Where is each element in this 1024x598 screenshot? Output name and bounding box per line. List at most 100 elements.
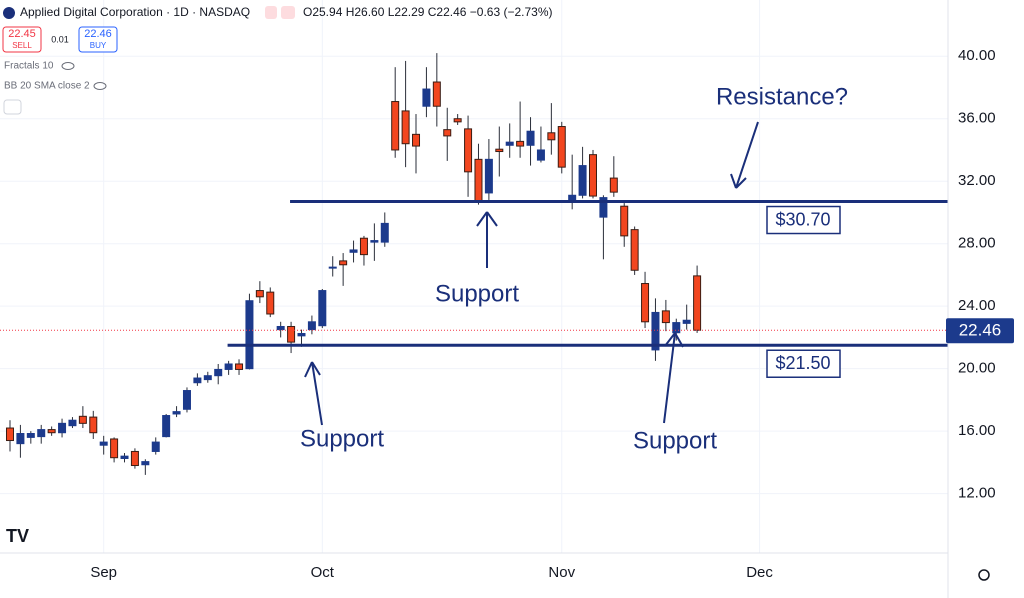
candle-body	[99, 441, 108, 446]
candle-body	[193, 377, 202, 384]
annotation: Support	[633, 427, 717, 454]
candle-body	[505, 141, 514, 146]
eye-icon[interactable]	[93, 82, 107, 90]
candle-body	[672, 322, 681, 334]
candle-body	[37, 429, 46, 438]
candle-body	[318, 290, 327, 327]
grid	[0, 0, 948, 553]
candle-body	[484, 158, 493, 194]
arrow	[730, 121, 759, 189]
candle-body	[276, 325, 285, 331]
candle-body	[255, 290, 264, 298]
x-tick-label: Dec	[746, 564, 773, 581]
sell-price[interactable]: 22.45	[8, 28, 36, 40]
candle-body	[391, 101, 400, 151]
sell-label[interactable]: SELL	[12, 41, 32, 50]
candle-body	[516, 140, 525, 147]
candle-body	[641, 283, 650, 323]
candle-body	[245, 300, 254, 370]
indicator: Fractals 10	[4, 61, 54, 72]
eye-icon[interactable]	[61, 62, 75, 70]
level-label: $30.70	[775, 209, 830, 229]
candle-body	[141, 461, 150, 466]
last-price-label: 22.46	[959, 321, 1002, 340]
candle-body	[453, 118, 462, 123]
buy-label[interactable]: BUY	[90, 41, 107, 50]
candle-body	[26, 432, 35, 438]
candle-body	[682, 319, 691, 324]
settings-icon[interactable]	[978, 569, 990, 581]
candle-body	[297, 333, 306, 337]
candle-body	[432, 81, 441, 107]
annotation: Resistance?	[716, 83, 848, 110]
logo: TV	[6, 526, 29, 546]
candle-body	[651, 311, 660, 351]
x-tick-label: Nov	[548, 564, 575, 581]
candle-body	[203, 375, 212, 381]
candle-body	[359, 237, 368, 256]
candles	[5, 53, 702, 475]
candle-body	[412, 133, 421, 147]
y-tick-label: 16.00	[958, 422, 996, 439]
arrow	[304, 361, 323, 426]
x-tick-label: Oct	[311, 564, 335, 581]
candle-body	[609, 177, 618, 193]
buy-price[interactable]: 22.46	[84, 28, 112, 40]
candle-body	[151, 441, 160, 452]
level-label-box	[766, 349, 841, 378]
level-label: $21.50	[775, 353, 830, 373]
candle-body	[474, 158, 483, 203]
candle-body	[599, 197, 608, 218]
arrows	[304, 121, 759, 426]
levels: $30.70 $21.50	[0, 200, 948, 378]
level-label-box	[766, 205, 841, 235]
symbol-logo	[3, 7, 15, 19]
y-tick-label: 40.00	[958, 47, 996, 64]
candle-body	[443, 129, 452, 137]
candle-body	[162, 415, 171, 438]
candle-body	[557, 126, 566, 168]
candle-body	[547, 132, 556, 141]
annotation: Support	[300, 425, 384, 452]
candle-body	[495, 148, 504, 153]
candle-body	[620, 205, 629, 237]
candle-body	[693, 275, 702, 331]
candle-body	[89, 416, 98, 434]
candle-body	[224, 363, 233, 370]
badge	[265, 6, 277, 19]
buy-button[interactable]	[78, 26, 118, 53]
candle-body	[339, 260, 348, 266]
badge	[281, 6, 295, 19]
y-tick-label: 20.00	[958, 360, 996, 377]
sell-button[interactable]	[2, 26, 42, 53]
candle-body	[172, 411, 181, 415]
symbol-title: Applied Digital Corporation · 1D · NASDA…	[20, 5, 250, 19]
collapse-button[interactable]	[3, 99, 22, 115]
candle-body	[307, 321, 316, 331]
candle-body	[78, 415, 87, 424]
candle-body	[661, 310, 670, 324]
candle-body	[68, 419, 77, 427]
candle-body	[422, 88, 431, 107]
arrow	[663, 332, 684, 424]
candle-body	[110, 438, 119, 459]
candle-body	[5, 427, 14, 442]
last-price-tag	[946, 318, 1014, 344]
y-tick-label: 32.00	[958, 172, 996, 189]
candle-body	[47, 429, 56, 434]
candle-body	[349, 249, 358, 253]
candle-body	[328, 266, 337, 269]
candle-body	[182, 390, 191, 410]
candle-body	[526, 130, 535, 146]
candle-body	[464, 128, 473, 173]
candle-body	[536, 149, 545, 161]
candle-body	[380, 222, 389, 243]
candle-body	[130, 450, 139, 467]
candle-body	[588, 154, 597, 197]
arrow	[476, 211, 498, 268]
x-tick-label: Sep	[90, 564, 117, 581]
candle-body	[630, 229, 639, 271]
candle-body	[401, 110, 410, 145]
candle-body	[214, 368, 223, 377]
